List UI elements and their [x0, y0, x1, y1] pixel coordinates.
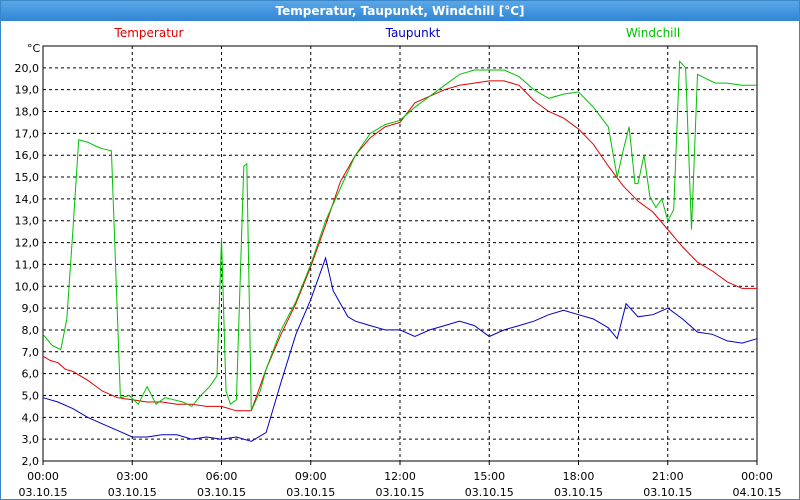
x-axis-labels: 00:00 03.10.15 03:00 03.10.15 06:00 03.10.15 0… [19, 470, 782, 499]
x-tick-time-label: 03:00 [116, 470, 148, 483]
legend-item-temperatur: Temperatur [114, 26, 184, 40]
grid-lines [42, 46, 758, 465]
y-tick-label: 13,0 [15, 215, 40, 228]
window-title: Temperatur, Taupunkt, Windchill [°C] [1, 1, 799, 21]
y-tick-label: 11,0 [15, 258, 40, 271]
x-tick-time-label: 00:00 [741, 470, 773, 483]
series-line-taupunkt [42, 256, 758, 442]
y-tick-label: 7,0 [22, 346, 40, 359]
legend: Temperatur Taupunkt Windchill [114, 26, 681, 40]
y-tick-label: 4,0 [22, 411, 40, 424]
y-tick-label: 5,0 [22, 389, 40, 402]
x-tick-date-label: 03.10.15 [465, 486, 514, 499]
y-tick-label: 14,0 [15, 193, 40, 206]
y-tick-label: 8,0 [22, 324, 40, 337]
x-tick-time-label: 12:00 [384, 470, 416, 483]
y-tick-label: 9,0 [22, 302, 40, 315]
x-tick-time-label: 06:00 [206, 470, 238, 483]
y-tick-label: 12,0 [15, 237, 40, 250]
series-lines [42, 60, 758, 442]
y-tick-label: 10,0 [15, 280, 40, 293]
y-tick-label: 6,0 [22, 368, 40, 381]
x-tick-time-label: 15:00 [473, 470, 505, 483]
y-tick-label: 18,0 [15, 106, 40, 119]
x-tick-time-label: 00:00 [27, 470, 59, 483]
x-tick-time-label: 21:00 [652, 470, 684, 483]
x-tick-date-label: 03.10.15 [376, 486, 425, 499]
y-tick-label: 17,0 [15, 127, 40, 140]
y-tick-label: 15,0 [15, 171, 40, 184]
legend-item-taupunkt: Taupunkt [385, 26, 441, 40]
y-tick-label: 19,0 [15, 84, 40, 97]
y-axis-labels: 2,0 3,0 4,0 5,0 6,0 7,0 8,0 9,0 10,0 11,0 12,0 13,0… [15, 62, 40, 468]
x-tick-date-label: 04.10.15 [733, 486, 782, 499]
x-tick-date-label: 03.10.15 [197, 486, 246, 499]
y-tick-label: 2,0 [22, 455, 40, 468]
x-tick-date-label: 03.10.15 [286, 486, 335, 499]
plot-area [42, 45, 758, 462]
y-tick-label: 20,0 [15, 62, 40, 75]
line-chart: 2,0 3,0 4,0 5,0 6,0 7,0 8,0 9,0 10,0 11,0 12,0 13,0… [15, 26, 782, 499]
x-tick-date-label: 03.10.15 [554, 486, 603, 499]
x-tick-date-label: 03.10.15 [108, 486, 157, 499]
series-line-windchill [42, 60, 757, 412]
series-line-temperatur [42, 80, 757, 412]
y-tick-label: 3,0 [22, 433, 40, 446]
x-tick-time-label: 18:00 [563, 470, 595, 483]
x-tick-time-label: 09:00 [295, 470, 327, 483]
legend-item-windchill: Windchill [626, 26, 680, 40]
y-axis-unit-label: °C [27, 42, 41, 55]
y-tick-label: 16,0 [15, 149, 40, 162]
x-tick-date-label: 03.10.15 [19, 486, 68, 499]
x-tick-date-label: 03.10.15 [643, 486, 692, 499]
